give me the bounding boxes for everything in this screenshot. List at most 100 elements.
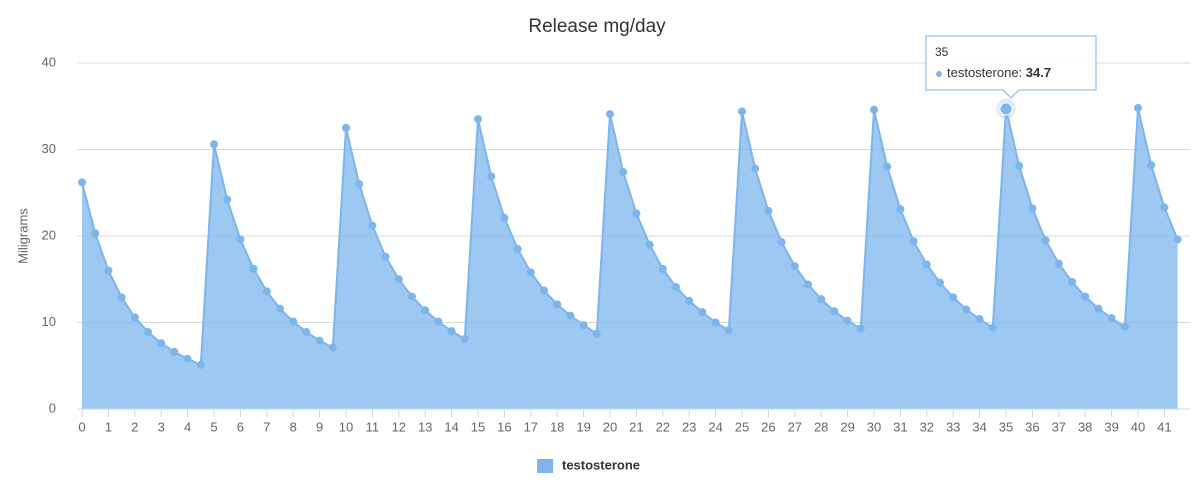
- marker: [685, 296, 694, 305]
- x-tick-label: 18: [550, 419, 564, 434]
- y-tick-label: 20: [42, 227, 56, 242]
- marker: [1054, 259, 1063, 268]
- marker: [738, 107, 746, 116]
- marker: [144, 328, 152, 337]
- marker: [91, 229, 100, 238]
- x-tick-label: 26: [761, 419, 775, 434]
- marker: [381, 252, 390, 261]
- marker: [883, 162, 892, 171]
- legend-swatch[interactable]: [537, 459, 553, 473]
- marker: [988, 323, 997, 332]
- marker: [526, 268, 535, 277]
- marker: [78, 178, 86, 187]
- marker: [804, 280, 812, 289]
- x-tick-label: 7: [263, 419, 270, 434]
- marker: [236, 235, 245, 244]
- tooltip-dot: [936, 71, 942, 77]
- marker: [1160, 203, 1169, 212]
- marker: [1107, 314, 1116, 323]
- marker: [1068, 277, 1076, 286]
- x-tick-label: 30: [867, 419, 881, 434]
- tooltip-header: 35: [935, 45, 949, 59]
- x-tick-label: 27: [788, 419, 802, 434]
- marker: [764, 206, 773, 215]
- marker: [394, 275, 403, 284]
- marker: [104, 266, 113, 275]
- x-tick-label: 5: [210, 419, 217, 434]
- x-tick-label: 14: [444, 419, 458, 434]
- x-tick-label: 29: [840, 419, 854, 434]
- x-tick-label: 4: [184, 419, 191, 434]
- x-tick-label: 22: [656, 419, 670, 434]
- marker: [434, 317, 443, 326]
- x-tick-label: 12: [392, 419, 406, 434]
- marker: [711, 318, 720, 327]
- tooltip-box: [925, 35, 1097, 99]
- marker: [487, 172, 496, 181]
- marker: [157, 339, 166, 348]
- marker: [1081, 292, 1090, 301]
- x-tick-label: 35: [999, 419, 1013, 434]
- marker: [1015, 161, 1024, 170]
- marker: [1028, 204, 1037, 213]
- marker: [909, 237, 918, 246]
- marker: [355, 180, 364, 189]
- y-tick-label: 0: [49, 400, 56, 415]
- marker: [408, 292, 416, 301]
- x-tick-label: 17: [524, 419, 538, 434]
- x-tick-label: 23: [682, 419, 696, 434]
- marker: [870, 105, 878, 114]
- marker: [368, 221, 377, 230]
- marker: [896, 205, 905, 214]
- marker: [474, 115, 482, 124]
- marker: [117, 293, 126, 302]
- marker: [276, 304, 284, 313]
- marker: [606, 110, 614, 119]
- marker: [949, 293, 958, 302]
- line: [81, 107, 1179, 367]
- marker: [1134, 103, 1142, 112]
- marker: [289, 317, 298, 326]
- marker: [619, 167, 628, 176]
- marker: [262, 287, 271, 296]
- marker: [447, 327, 456, 336]
- marker: [975, 315, 984, 324]
- x-tick-label: 13: [418, 419, 432, 434]
- marker: [579, 321, 588, 330]
- x-tick-label: 41: [1157, 419, 1171, 434]
- x-tick-label: 0: [78, 419, 85, 434]
- x-tick-label: 15: [471, 419, 485, 434]
- x-tick-label: 19: [576, 419, 590, 434]
- marker: [645, 240, 654, 249]
- marker: [830, 307, 839, 316]
- marker: [315, 336, 324, 345]
- x-tick-label: 2: [131, 419, 138, 434]
- marker: [460, 334, 469, 343]
- x-tick-label: 16: [497, 419, 511, 434]
- x-tick-label: 39: [1104, 419, 1118, 434]
- x-tick-label: 1: [105, 419, 112, 434]
- marker: [302, 328, 311, 337]
- y-tick-label: 10: [42, 314, 56, 329]
- marker: [553, 300, 562, 309]
- x-tick-label: 33: [946, 419, 960, 434]
- marker: [170, 347, 179, 356]
- marker: [632, 209, 641, 218]
- x-tick-label: 40: [1131, 419, 1145, 434]
- x-tick-label: 32: [920, 419, 934, 434]
- marker: [183, 354, 192, 363]
- marker: [1173, 235, 1182, 244]
- marker: [672, 283, 680, 292]
- marker: [249, 264, 258, 273]
- x-tick-label: 24: [708, 419, 722, 434]
- tooltip-value: 34.7: [1026, 65, 1051, 80]
- marker: [936, 278, 944, 287]
- x-tick-label: 11: [366, 419, 380, 434]
- marker: [777, 238, 786, 247]
- tooltip-sep: :: [1019, 65, 1026, 80]
- marker: [790, 262, 799, 271]
- area: [82, 107, 1178, 409]
- tooltip-text: testosterone: 34.7: [947, 65, 1051, 80]
- marker: [328, 343, 337, 352]
